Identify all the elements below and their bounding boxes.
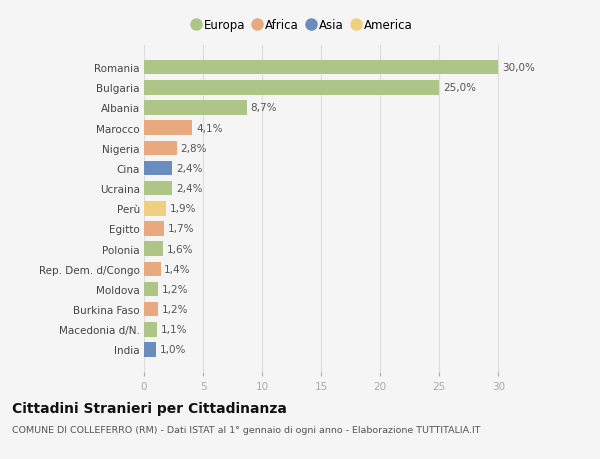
Text: 1,2%: 1,2% xyxy=(162,304,188,314)
Text: 1,6%: 1,6% xyxy=(166,244,193,254)
Bar xyxy=(144,101,247,116)
Bar xyxy=(144,242,163,256)
Text: 8,7%: 8,7% xyxy=(250,103,277,113)
Bar xyxy=(144,81,439,95)
Legend: Europa, Africa, Asia, America: Europa, Africa, Asia, America xyxy=(193,19,413,32)
Text: 2,4%: 2,4% xyxy=(176,163,202,174)
Text: COMUNE DI COLLEFERRO (RM) - Dati ISTAT al 1° gennaio di ogni anno - Elaborazione: COMUNE DI COLLEFERRO (RM) - Dati ISTAT a… xyxy=(12,425,481,434)
Text: 1,0%: 1,0% xyxy=(160,345,186,355)
Text: 1,2%: 1,2% xyxy=(162,285,188,294)
Bar xyxy=(144,61,499,75)
Text: 1,4%: 1,4% xyxy=(164,264,191,274)
Bar xyxy=(144,202,166,216)
Bar xyxy=(144,262,161,276)
Bar xyxy=(144,322,157,337)
Text: 2,4%: 2,4% xyxy=(176,184,202,194)
Bar xyxy=(144,121,193,135)
Text: 1,9%: 1,9% xyxy=(170,204,196,214)
Text: 30,0%: 30,0% xyxy=(502,63,535,73)
Bar xyxy=(144,222,164,236)
Text: 1,1%: 1,1% xyxy=(161,325,187,335)
Bar xyxy=(144,282,158,297)
Text: Cittadini Stranieri per Cittadinanza: Cittadini Stranieri per Cittadinanza xyxy=(12,402,287,415)
Bar xyxy=(144,141,177,156)
Bar xyxy=(144,302,158,317)
Text: 4,1%: 4,1% xyxy=(196,123,223,133)
Bar xyxy=(144,342,156,357)
Text: 2,8%: 2,8% xyxy=(181,144,207,153)
Text: 25,0%: 25,0% xyxy=(443,83,476,93)
Text: 1,7%: 1,7% xyxy=(167,224,194,234)
Bar xyxy=(144,162,172,176)
Bar xyxy=(144,181,172,196)
